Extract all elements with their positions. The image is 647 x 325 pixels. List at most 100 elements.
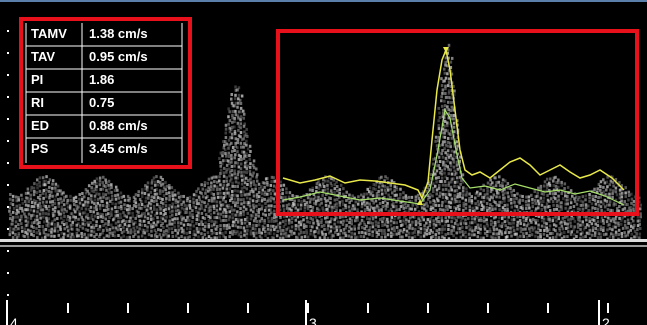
speckle: [557, 205, 561, 209]
speckle: [437, 164, 441, 168]
speckle: [443, 171, 446, 175]
speckle: [107, 203, 110, 207]
speckle: [597, 182, 601, 186]
speckle: [576, 222, 580, 226]
speckle: [239, 213, 242, 217]
speckle: [386, 220, 390, 224]
speckle: [185, 199, 189, 203]
speckle: [281, 220, 285, 224]
speckle: [323, 197, 327, 201]
speckle: [483, 231, 487, 235]
speckle: [540, 219, 544, 223]
speckle: [440, 231, 444, 235]
speckle: [491, 208, 494, 212]
speckle: [638, 219, 641, 223]
speckle: [93, 179, 96, 183]
speckle: [128, 207, 131, 211]
speckle: [204, 237, 208, 241]
speckle: [579, 199, 583, 203]
speckle: [629, 224, 633, 228]
speckle: [240, 186, 244, 190]
speckle: [116, 213, 119, 217]
speckle: [339, 220, 343, 224]
speckle: [225, 191, 228, 195]
speckle: [225, 187, 229, 191]
speckle: [275, 225, 278, 229]
speckle: [414, 220, 418, 224]
speckle: [449, 205, 452, 209]
speckle: [453, 144, 456, 148]
speckle: [452, 165, 456, 169]
speckle: [11, 203, 15, 207]
speckle: [185, 204, 189, 208]
speckle: [93, 214, 97, 218]
speckle: [552, 227, 556, 231]
speckle: [251, 227, 255, 231]
speckle: [252, 180, 255, 184]
speckle: [506, 219, 509, 223]
speckle: [449, 133, 452, 137]
speckle: [438, 116, 442, 120]
speckle: [81, 211, 85, 215]
speckle: [510, 218, 514, 222]
speckle: [485, 234, 489, 238]
speckle: [77, 205, 80, 209]
speckle: [230, 132, 234, 136]
speckle: [212, 223, 216, 227]
speckle: [258, 186, 261, 190]
speckle: [65, 218, 69, 222]
speckle: [251, 199, 255, 203]
speckle: [365, 217, 369, 221]
speckle: [171, 218, 174, 222]
speckle: [321, 206, 324, 210]
speckle: [143, 231, 147, 235]
speckle: [147, 221, 150, 225]
speckle: [168, 215, 172, 219]
speckle: [123, 207, 127, 211]
speckle: [234, 137, 238, 141]
speckle: [569, 201, 573, 205]
speckle: [594, 195, 597, 199]
speckle: [90, 229, 93, 233]
speckle: [447, 112, 451, 116]
speckle: [453, 89, 456, 93]
speckle: [422, 215, 425, 219]
speckle: [441, 200, 444, 204]
speckle: [95, 204, 98, 208]
speckle: [266, 227, 270, 231]
speckle: [536, 191, 539, 195]
speckle: [255, 193, 259, 197]
speckle: [540, 207, 544, 211]
speckle: [167, 207, 171, 211]
speckle: [563, 187, 566, 191]
speckle: [29, 229, 32, 233]
speckle: [159, 183, 163, 187]
speckle: [168, 219, 171, 223]
speckle: [287, 218, 291, 222]
speckle: [258, 234, 262, 238]
speckle: [371, 198, 374, 202]
speckle: [420, 215, 424, 219]
speckle: [317, 228, 321, 232]
speckle: [236, 141, 239, 145]
speckle: [30, 232, 33, 236]
speckle: [453, 173, 457, 177]
speckle: [228, 210, 232, 214]
speckle: [416, 232, 420, 236]
speckle: [492, 232, 495, 236]
speckle: [287, 221, 291, 225]
speckle: [606, 228, 609, 232]
speckle: [545, 186, 549, 190]
speckle: [611, 192, 614, 196]
speckle: [425, 228, 429, 232]
speckle: [132, 226, 135, 230]
speckle: [405, 229, 409, 233]
measurement-value: 0.75: [89, 95, 114, 110]
speckle: [222, 226, 226, 230]
speckle: [146, 216, 150, 220]
speckle: [431, 206, 435, 210]
speckle: [195, 202, 199, 206]
speckle: [537, 202, 541, 206]
speckle: [374, 183, 378, 187]
speckle: [422, 190, 425, 194]
